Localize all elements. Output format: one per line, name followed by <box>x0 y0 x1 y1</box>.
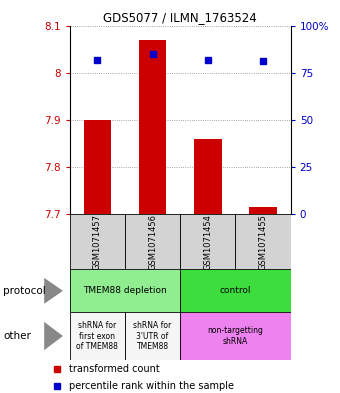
Bar <box>180 312 291 360</box>
Bar <box>139 40 166 214</box>
Text: TMEM88 depletion: TMEM88 depletion <box>83 286 167 295</box>
Text: GSM1071455: GSM1071455 <box>259 214 268 270</box>
Bar <box>70 312 125 360</box>
Bar <box>249 207 277 214</box>
Text: percentile rank within the sample: percentile rank within the sample <box>69 381 234 391</box>
Bar <box>70 214 125 269</box>
Bar <box>125 214 180 269</box>
Bar <box>84 120 111 214</box>
Text: transformed count: transformed count <box>69 364 160 374</box>
Polygon shape <box>44 322 63 350</box>
Text: GSM1071456: GSM1071456 <box>148 214 157 270</box>
Text: control: control <box>220 286 251 295</box>
Text: non-targetting
shRNA: non-targetting shRNA <box>207 326 264 346</box>
Bar <box>194 139 222 214</box>
Bar <box>125 312 180 360</box>
Text: protocol: protocol <box>3 286 46 296</box>
Text: GSM1071457: GSM1071457 <box>93 214 102 270</box>
Title: GDS5077 / ILMN_1763524: GDS5077 / ILMN_1763524 <box>103 11 257 24</box>
Bar <box>180 214 235 269</box>
Polygon shape <box>44 278 63 304</box>
Bar <box>235 214 291 269</box>
Text: GSM1071454: GSM1071454 <box>203 214 212 270</box>
Text: shRNA for
3'UTR of
TMEM88: shRNA for 3'UTR of TMEM88 <box>133 321 172 351</box>
Bar <box>70 269 180 312</box>
Text: other: other <box>3 331 31 341</box>
Text: shRNA for
first exon
of TMEM88: shRNA for first exon of TMEM88 <box>76 321 118 351</box>
Bar <box>180 269 291 312</box>
